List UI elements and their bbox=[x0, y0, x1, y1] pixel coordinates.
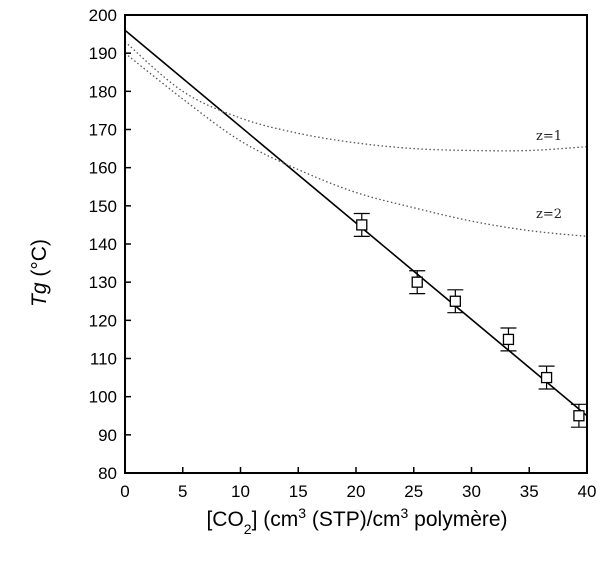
x-tick-label: 15 bbox=[289, 482, 308, 501]
y-tick-label: 160 bbox=[89, 159, 117, 178]
curve-label-z1: z=1 bbox=[536, 129, 562, 144]
x-tick-label: 30 bbox=[462, 482, 481, 501]
plot-frame bbox=[124, 14, 588, 474]
x-tick-label: 20 bbox=[347, 482, 366, 501]
y-tick-label: 180 bbox=[89, 82, 117, 101]
y-tick-label: 100 bbox=[89, 388, 117, 407]
square-marker bbox=[449, 295, 461, 307]
square-marker bbox=[411, 276, 423, 288]
data-point bbox=[538, 365, 555, 390]
x-tick-label: 0 bbox=[120, 482, 129, 501]
y-tick-label: 140 bbox=[89, 235, 117, 254]
square-marker bbox=[573, 410, 585, 422]
y-tick-label: 190 bbox=[89, 44, 117, 63]
y-tick-label: 130 bbox=[89, 273, 117, 292]
y-tick-label: 90 bbox=[98, 426, 117, 445]
x-tick-label: 35 bbox=[520, 482, 539, 501]
y-tick-label: 200 bbox=[89, 6, 117, 25]
square-marker bbox=[540, 371, 553, 384]
data-point bbox=[570, 403, 587, 428]
curve-z1 bbox=[124, 41, 588, 152]
y-tick-label: 150 bbox=[89, 197, 117, 216]
y-axis-label: Tg (°C) bbox=[28, 239, 51, 307]
data-point bbox=[500, 327, 517, 352]
y-tick-label: 110 bbox=[90, 350, 117, 369]
square-marker bbox=[502, 333, 515, 346]
data-point bbox=[353, 212, 370, 237]
x-tick-label: 5 bbox=[178, 482, 187, 501]
x-tick-label: 25 bbox=[404, 482, 423, 501]
x-tick-label: 40 bbox=[578, 482, 597, 501]
y-tick-label: 170 bbox=[89, 121, 117, 140]
x-axis-label: [CO2] (cm3 (STP)/cm3 polymère) bbox=[206, 505, 507, 537]
fit-line bbox=[124, 29, 588, 417]
data-point bbox=[409, 270, 426, 295]
x-tick-label: 10 bbox=[231, 482, 250, 501]
curve-z2 bbox=[124, 52, 588, 238]
square-marker bbox=[356, 219, 368, 231]
curve-label-z2: z=2 bbox=[536, 207, 562, 222]
y-tick-label: 80 bbox=[98, 464, 117, 483]
y-tick-label: 120 bbox=[89, 311, 117, 330]
data-point bbox=[447, 289, 464, 314]
